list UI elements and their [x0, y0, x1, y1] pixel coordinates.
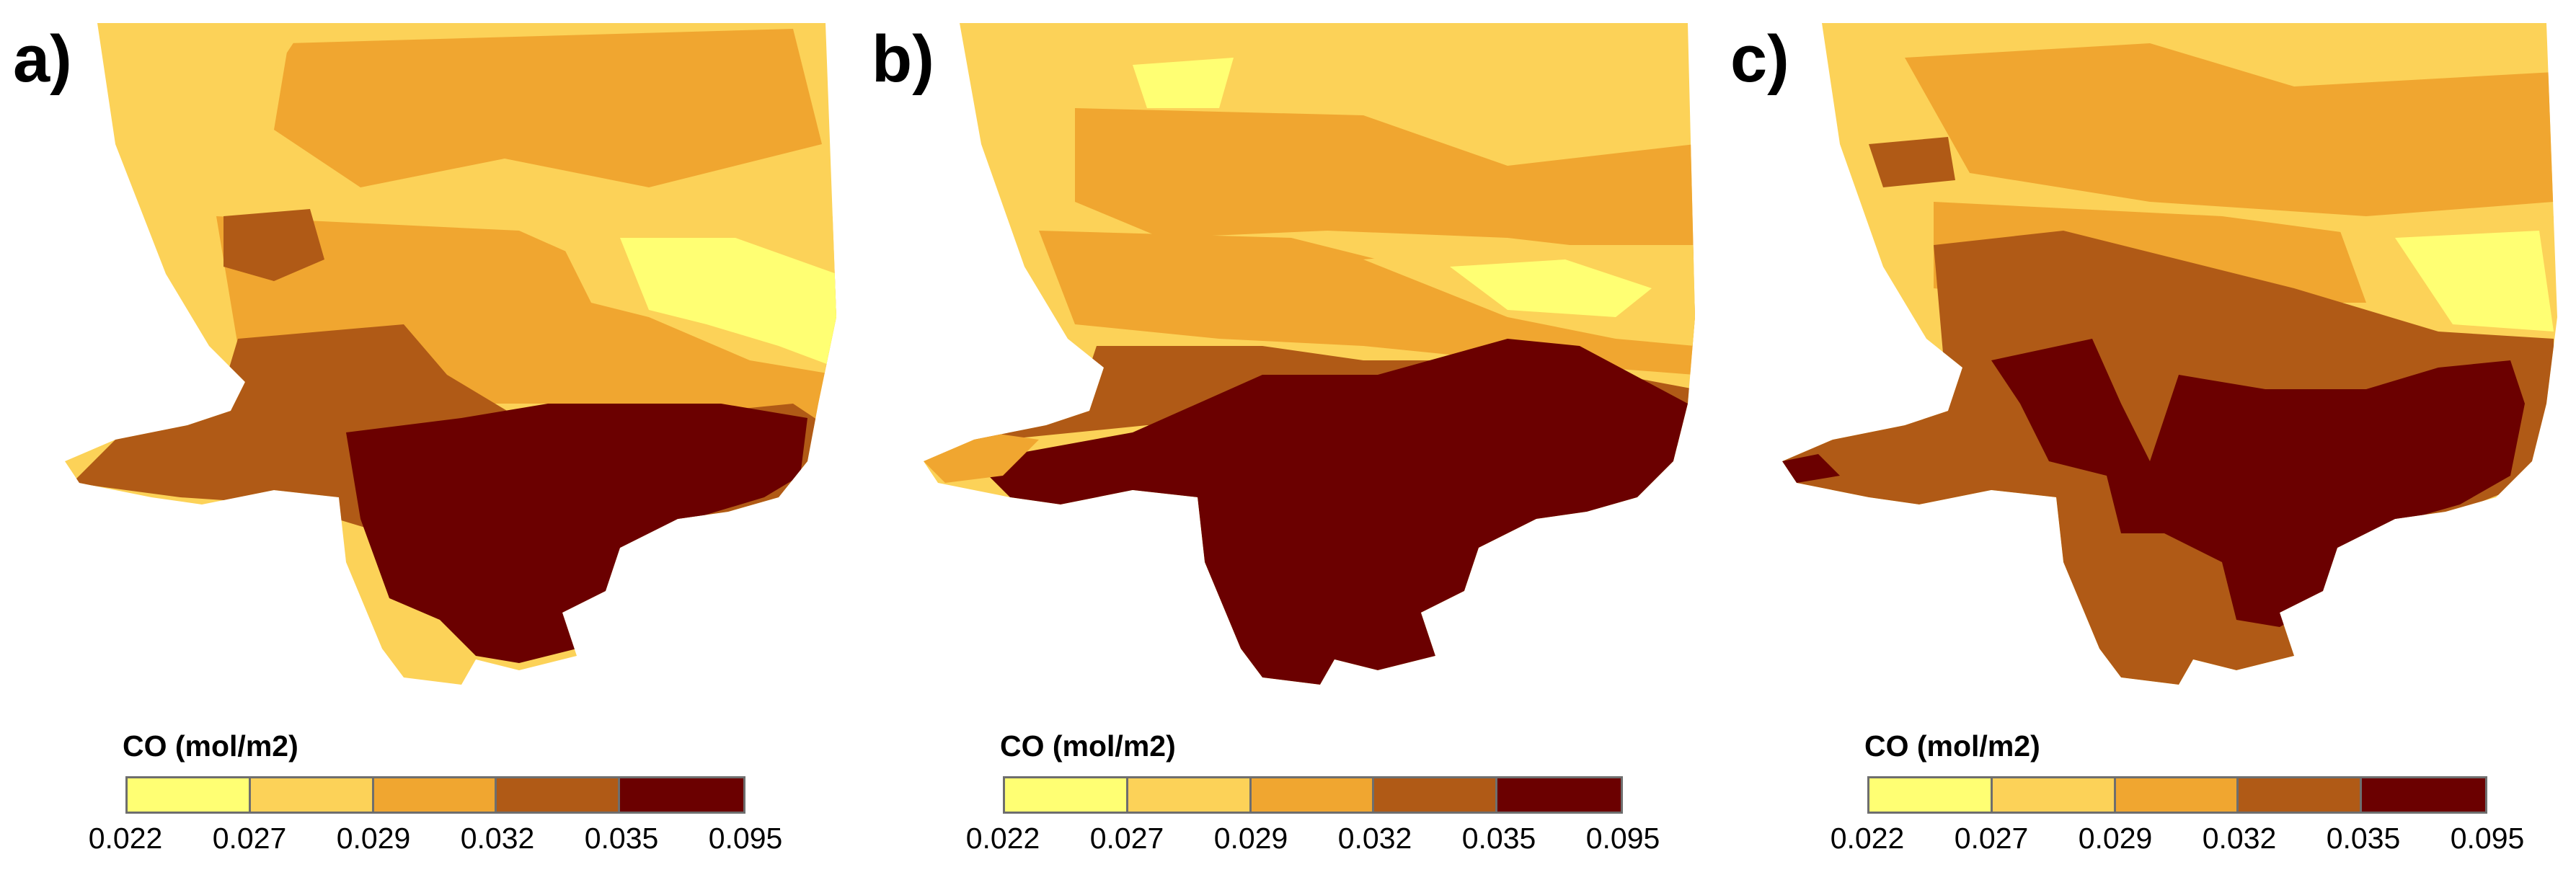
co-map-a [65, 23, 836, 685]
legend-tick-1: 0.027 [212, 822, 287, 855]
legend-swatch-4 [497, 778, 621, 812]
legend-swatch-1 [128, 778, 251, 812]
legend-tick-5: 0.095 [1585, 822, 1660, 855]
co-map-b [924, 23, 1695, 685]
legend-swatch-1 [1005, 778, 1128, 812]
legend-bar-b [1003, 776, 1623, 814]
legend-tick-3: 0.032 [1337, 822, 1412, 855]
legend-bar-a [125, 776, 745, 814]
legend-swatch-3 [1251, 778, 1375, 812]
legend-tick-2: 0.029 [2078, 822, 2153, 855]
legend-tick-2: 0.029 [336, 822, 411, 855]
legend-tick-5: 0.095 [708, 822, 783, 855]
legend-tick-2: 0.029 [1213, 822, 1288, 855]
panel-label-b: b) [872, 22, 934, 96]
legend-swatch-4 [1374, 778, 1498, 812]
legend-swatch-3 [2115, 778, 2239, 812]
legend-swatch-1 [1869, 778, 1993, 812]
legend-bar-c [1867, 776, 2487, 814]
legend-swatch-5 [2362, 778, 2485, 812]
legend-swatch-3 [373, 778, 497, 812]
legend-swatch-5 [620, 778, 743, 812]
legend-tick-1: 0.027 [1089, 822, 1164, 855]
legend-tick-1: 0.027 [1954, 822, 2029, 855]
legend-swatch-4 [2239, 778, 2363, 812]
legend-tick-3: 0.032 [2202, 822, 2277, 855]
legend-tick-0: 0.022 [1830, 822, 1905, 855]
legend-tick-0: 0.022 [965, 822, 1040, 855]
legend-tick-4: 0.035 [2326, 822, 2401, 855]
map-panel-c: c) CO (mol/m2) 0.022 0.027 0.029 0.032 0… [1717, 0, 2576, 880]
legend-tick-4: 0.035 [584, 822, 659, 855]
panel-label-a: a) [13, 22, 72, 96]
panel-label-c: c) [1730, 22, 1789, 96]
legend-title-a: CO (mol/m2) [123, 729, 298, 763]
legend-swatch-5 [1497, 778, 1621, 812]
legend-title-b: CO (mol/m2) [1000, 729, 1176, 763]
legend-title-c: CO (mol/m2) [1864, 729, 2040, 763]
legend-tick-5: 0.095 [2450, 822, 2525, 855]
legend-swatch-2 [1128, 778, 1252, 812]
map-panel-b: b) CO (mol/m2) 0.022 0.027 0.029 0.032 0… [859, 0, 1717, 880]
co-map-c [1782, 23, 2557, 685]
map-panel-a: a) CO (mol/m2) 0.022 0.027 0.029 0.032 0… [0, 0, 859, 880]
legend-swatch-2 [1992, 778, 2116, 812]
legend-tick-0: 0.022 [88, 822, 163, 855]
legend-swatch-2 [250, 778, 374, 812]
legend-tick-3: 0.032 [460, 822, 535, 855]
legend-tick-4: 0.035 [1461, 822, 1536, 855]
